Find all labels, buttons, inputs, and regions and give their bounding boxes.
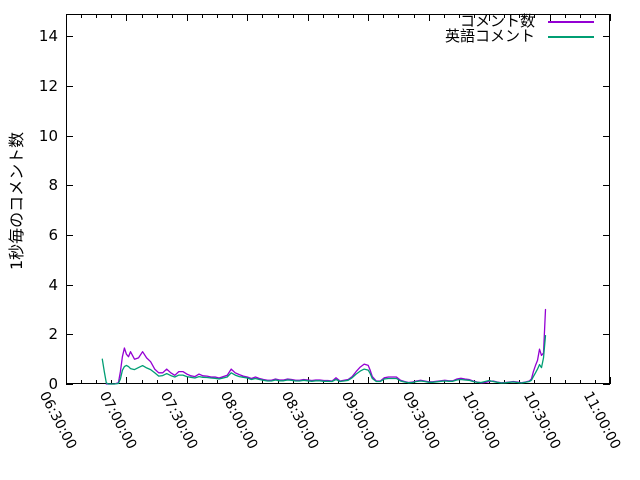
series-line-1 (101, 334, 547, 385)
legend-label: 英語コメント (444, 27, 535, 45)
y-tick-label: 0 (48, 375, 58, 393)
y-tick-label: 12 (38, 77, 58, 95)
y-tick-label: 14 (38, 27, 58, 46)
legend-line-sample (548, 20, 594, 23)
legend-line-sample (548, 35, 594, 38)
y-tick-label: 2 (48, 325, 58, 344)
plot-frame (66, 14, 610, 384)
y-tick-label: 4 (48, 275, 58, 294)
y-tick-label: 6 (48, 226, 58, 244)
legend: コメント数 英語コメント (445, 14, 594, 44)
legend-entry: 英語コメント (445, 29, 594, 44)
series-line-0 (105, 308, 547, 385)
y-tick-label: 8 (48, 176, 58, 195)
y-axis-title: 1秒毎のコメント数 (7, 131, 26, 270)
y-tick-label: 10 (38, 126, 58, 145)
legend-label: コメント数 (459, 12, 535, 30)
legend-entry: コメント数 (445, 14, 594, 29)
